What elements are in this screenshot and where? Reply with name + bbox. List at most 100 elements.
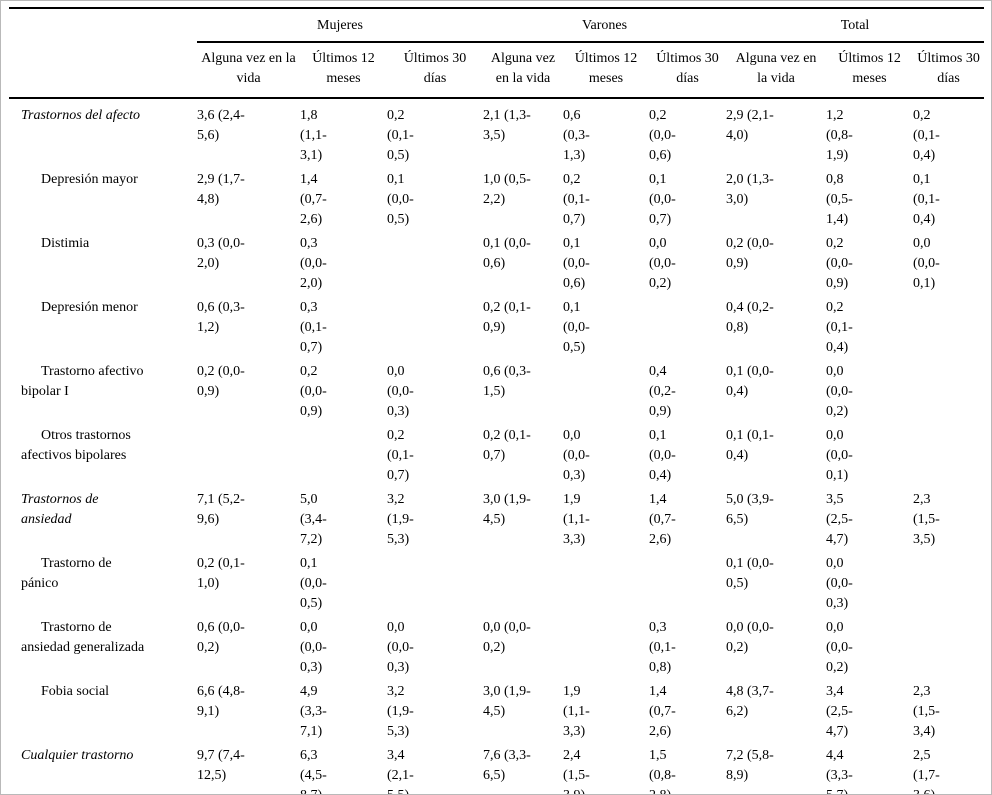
cell-value: 0,1 (0,0-0,5) [563, 300, 590, 355]
table-row: Trastornos de ansiedad 7,1 (5,2-9,6) 5,0… [9, 486, 984, 550]
data-cell [563, 550, 649, 614]
data-cell: 0,1 (0,0-0,6) [563, 230, 649, 294]
table-row: Distimia 0,3 (0,0-2,0) 0,3 (0,0-2,0) 0,1… [9, 230, 984, 294]
cell-value: 0,0 (0,0-0,3) [300, 620, 327, 675]
data-cell: 2,0 (1,3-3,0) [726, 166, 826, 230]
data-cell: 7,2 (5,8-8,9) [726, 742, 826, 794]
data-cell: 1,0 (0,5-2,2) [483, 166, 563, 230]
data-cell: 0,1 (0,0-0,5) [726, 550, 826, 614]
cell-value: 0,3 (0,0-2,0) [197, 236, 245, 271]
column-header-row: Alguna vez en la vida Últimos 12 meses Ú… [9, 42, 985, 99]
data-cell [197, 422, 300, 486]
cell-value: 4,9 (3,3-7,1) [300, 684, 327, 739]
data-cell [387, 294, 483, 358]
data-cell: 0,2 (0,1-0,7) [387, 422, 483, 486]
data-cell: 0,2 (0,1-0,5) [387, 98, 483, 166]
data-cell: 1,8 (1,1-3,1) [300, 98, 387, 166]
data-cell: 1,4 (0,7-2,6) [649, 486, 726, 550]
cell-value: 1,4 (0,7-2,6) [649, 684, 676, 739]
data-cell: 7,6 (3,3-6,5) [483, 742, 563, 794]
cell-value: 3,2 (1,9-5,3) [387, 684, 414, 739]
cell-value: 0,2 (0,0-0,9) [826, 236, 853, 291]
cell-value: 4,4 (3,3-5,7) [826, 748, 853, 794]
data-cell: 0,2 (0,0-0,9) [726, 230, 826, 294]
group-header-varones: Varones [483, 8, 727, 43]
corner-cell [9, 42, 197, 99]
data-cell: 2,5 (1,7-3,6) [913, 742, 984, 794]
cell-value: 0,2 (0,1-0,5) [387, 108, 414, 163]
table-row: Trastorno afectivo bipolar I 0,2 (0,0-0,… [9, 358, 984, 422]
cell-value: 0,2 (0,1-0,7) [483, 428, 531, 463]
data-cell: 2,9 (2,1-4,0) [726, 98, 826, 166]
table-row: Trastornos del afecto 3,6 (2,4-5,6) 1,8 … [9, 98, 984, 166]
cell-value: 0,0 (0,0-0,3) [563, 428, 590, 483]
cell-value: 0,6 (0,0-0,2) [197, 620, 245, 655]
col-header-mujeres-vida: Alguna vez en la vida [197, 42, 300, 99]
cell-value: 3,2 (1,9-5,3) [387, 492, 414, 547]
group-header-mujeres: Mujeres [197, 8, 483, 43]
cell-value: 2,0 (1,3-3,0) [726, 172, 774, 207]
data-cell [913, 294, 984, 358]
cell-value: 7,6 (3,3-6,5) [483, 748, 531, 783]
row-label: Trastorno de ansiedad generalizada [9, 614, 197, 678]
data-cell: 2,1 (1,3-3,5) [483, 98, 563, 166]
data-cell [913, 358, 984, 422]
cell-value: 0,0 (0,0-0,2) [649, 236, 676, 291]
data-cell [913, 422, 984, 486]
data-cell: 4,4 (3,3-5,7) [826, 742, 913, 794]
row-label-text: Trastorno de ansiedad generalizada [21, 620, 145, 655]
data-cell: 0,3 (0,1-0,7) [300, 294, 387, 358]
data-cell [483, 550, 563, 614]
group-header-row: Mujeres Varones Total [9, 8, 985, 43]
data-cell: 1,4 (0,7-2,6) [649, 678, 726, 742]
cell-value: 0,2 (0,0-0,9) [726, 236, 774, 271]
data-cell: 0,0 (0,0-0,2) [726, 614, 826, 678]
data-cell: 0,2 (0,1-0,4) [826, 294, 913, 358]
cell-value: 2,5 (1,7-3,6) [913, 748, 940, 794]
cell-value: 2,4 (1,5-3,9) [563, 748, 590, 794]
data-cell: 0,1 (0,0-0,4) [726, 358, 826, 422]
data-cell [300, 422, 387, 486]
corner-cell [9, 8, 197, 42]
cell-value: 2,1 (1,3-3,5) [483, 108, 531, 143]
row-label: Cualquier trastorno [9, 742, 197, 794]
data-cell: 0,2 (0,1-0,7) [563, 166, 649, 230]
cell-value: 0,2 (0,1-1,0) [197, 556, 245, 591]
data-cell: 0,6 (0,3-1,5) [483, 358, 563, 422]
cell-value: 0,0 (0,0-0,3) [826, 556, 853, 611]
data-cell: 0,3 (0,0-2,0) [300, 230, 387, 294]
data-cell [913, 550, 984, 614]
cell-value: 0,0 (0,0-0,2) [726, 620, 774, 655]
col-header-total-vida: Alguna vez en la vida [726, 42, 827, 99]
cell-value: 3,0 (1,9-4,5) [483, 684, 531, 719]
row-label: Trastornos de ansiedad [9, 486, 197, 550]
data-cell: 0,6 (0,3-1,3) [563, 98, 649, 166]
cell-value: 0,0 (0,0-0,1) [826, 428, 853, 483]
data-cell: 0,2 (0,1-0,9) [483, 294, 563, 358]
data-cell: 2,9 (1,7-4,8) [197, 166, 300, 230]
cell-value: 0,2 (0,0-0,6) [649, 108, 676, 163]
cell-value: 4,8 (3,7-6,2) [726, 684, 774, 719]
col-header-total-30dias: Últimos 30 días [913, 42, 985, 99]
cell-value: 0,8 (0,5-1,4) [826, 172, 853, 227]
data-cell: 0,0 (0,0-0,3) [300, 614, 387, 678]
cell-value: 0,2 (0,1-0,4) [913, 108, 940, 163]
row-label-text: Depresión mayor [41, 172, 138, 187]
cell-value: 0,6 (0,3-1,2) [197, 300, 245, 335]
data-cell: 0,1 (0,0-0,5) [387, 166, 483, 230]
data-cell: 2,3 (1,5-3,4) [913, 678, 984, 742]
cell-value: 3,0 (1,9-4,5) [483, 492, 531, 527]
data-cell: 0,4 (0,2-0,8) [726, 294, 826, 358]
cell-value: 1,4 (0,7-2,6) [649, 492, 676, 547]
table-body: Trastornos del afecto 3,6 (2,4-5,6) 1,8 … [9, 98, 984, 794]
cell-value: 0,0 (0,0-0,2) [483, 620, 531, 655]
col-header-varones-vida: Alguna vez en la vida [483, 42, 563, 99]
cell-value: 7,2 (5,8-8,9) [726, 748, 774, 783]
data-cell [649, 550, 726, 614]
data-cell: 0,8 (0,5-1,4) [826, 166, 913, 230]
data-cell: 9,7 (7,4-12,5) [197, 742, 300, 794]
data-cell [563, 358, 649, 422]
col-header-varones-12meses: Últimos 12 meses [563, 42, 649, 99]
data-cell: 3,4 (2,1-5,5) [387, 742, 483, 794]
data-cell: 0,0 (0,0-0,1) [826, 422, 913, 486]
